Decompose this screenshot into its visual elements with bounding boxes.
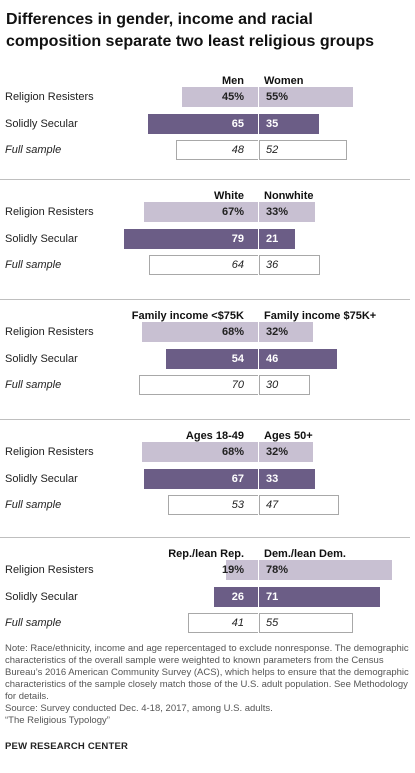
bar-segment-left: [147, 114, 258, 134]
section-divider: [0, 179, 410, 180]
data-label-right: 46: [266, 353, 279, 365]
data-label-right: 33: [266, 473, 279, 485]
data-label-left: 54: [231, 353, 244, 365]
bar-segment-right: [259, 322, 314, 342]
bar-segment-right: [259, 202, 316, 222]
bar-segment-right: [259, 613, 353, 633]
bar-segment-right: [259, 560, 392, 580]
column-header-left: White: [214, 190, 244, 202]
bar-segment-left: [166, 349, 258, 369]
column-header-right: Family income $75K+: [264, 310, 377, 322]
data-label-left: 70: [231, 379, 244, 391]
data-label-left: 79: [231, 233, 244, 245]
data-label-left: 65: [231, 118, 244, 130]
data-label-right: 47: [266, 499, 279, 511]
data-label-right: 36: [266, 259, 279, 271]
data-label-left: 19%: [221, 564, 244, 576]
row-label: Full sample: [5, 259, 62, 271]
bar-segment-left: [142, 442, 258, 462]
row-label: Solidly Secular: [5, 233, 78, 245]
bar-segment-right: [259, 495, 339, 515]
chart-notes: Note: Race/ethnicity, income and age rep…: [5, 643, 410, 727]
data-label-left: 68%: [221, 326, 244, 338]
bar-segment-right: [259, 255, 321, 275]
chart-title: Differences in gender, income and racial…: [6, 11, 375, 50]
row-label: Full sample: [5, 617, 62, 629]
data-label-left: 53: [231, 499, 244, 511]
data-label-right: 32%: [266, 326, 289, 338]
column-header-right: Women: [264, 75, 304, 87]
bar-segment-right: [259, 349, 338, 369]
row-label: Full sample: [5, 499, 62, 511]
row-label: Religion Resisters: [5, 326, 94, 338]
row-label: Solidly Secular: [5, 473, 78, 485]
column-header-right: Ages 50+: [264, 430, 313, 442]
bar-segment-left: [144, 202, 258, 222]
row-label: Religion Resisters: [5, 206, 94, 218]
data-label-right: 55: [266, 617, 279, 629]
bar-segment-right: [259, 587, 380, 607]
bar-segment-left: [123, 229, 258, 249]
column-header-left: Ages 18-49: [185, 430, 244, 442]
column-header-right: Nonwhite: [264, 190, 314, 202]
data-label-right: 78%: [266, 564, 289, 576]
bar-segment-left: [225, 560, 258, 580]
source-text: Source: Survey conducted Dec. 4-18, 2017…: [5, 703, 273, 714]
bar-segment-right: [259, 87, 353, 107]
data-label-right: 21: [266, 233, 279, 245]
row-label: Full sample: [5, 144, 62, 156]
section-divider: [0, 537, 410, 538]
bar-segment-left: [213, 587, 258, 607]
data-label-right: 71: [266, 591, 279, 603]
bar-segment-left: [188, 613, 258, 633]
bar-segment-right: [259, 229, 295, 249]
data-label-right: 35: [266, 118, 279, 130]
data-label-right: 33%: [266, 206, 289, 218]
bar-segment-right: [259, 114, 319, 134]
data-label-left: 64: [231, 259, 244, 271]
data-label-left: 67: [231, 473, 244, 485]
row-label: Full sample: [5, 379, 62, 391]
data-label-right: 55%: [266, 91, 289, 103]
row-label: Religion Resisters: [5, 564, 94, 576]
data-label-left: 48: [231, 144, 244, 156]
bar-segment-left: [144, 469, 258, 489]
row-label: Religion Resisters: [5, 91, 94, 103]
bar-segment-left: [176, 140, 258, 160]
bar-segment-left: [167, 495, 258, 515]
data-label-left: 41: [231, 617, 244, 629]
bar-segment-right: [259, 469, 316, 489]
data-label-left: 45%: [221, 91, 244, 103]
data-label-right: 52: [266, 144, 279, 156]
row-label: Religion Resisters: [5, 446, 94, 458]
column-header-left: Men: [222, 75, 244, 87]
row-label: Solidly Secular: [5, 591, 78, 603]
section-divider: [0, 419, 410, 420]
note-text: Note: Race/ethnicity, income and age rep…: [5, 643, 409, 702]
bar-segment-left: [149, 255, 258, 275]
column-header-left: Rep./lean Rep.: [168, 548, 244, 560]
data-label-left: 26: [231, 591, 244, 603]
column-header-left: Family income <$75K: [131, 310, 244, 322]
row-label: Solidly Secular: [5, 118, 78, 130]
data-label-left: 68%: [221, 446, 244, 458]
column-header-right: Dem./lean Dem.: [264, 548, 346, 560]
report-title: “The Religious Typology”: [5, 715, 110, 726]
data-label-right: 32%: [266, 446, 289, 458]
pew-brand-logo: PEW RESEARCH CENTER: [5, 741, 129, 752]
bar-segment-left: [181, 87, 258, 107]
data-label-left: 67%: [221, 206, 244, 218]
section-divider: [0, 299, 410, 300]
row-label: Solidly Secular: [5, 353, 78, 365]
bar-segment-right: [259, 375, 310, 395]
data-label-right: 30: [266, 379, 279, 391]
bar-segment-left: [139, 375, 258, 395]
bar-segment-left: [142, 322, 258, 342]
bar-segment-right: [259, 442, 314, 462]
bar-segment-right: [259, 140, 348, 160]
